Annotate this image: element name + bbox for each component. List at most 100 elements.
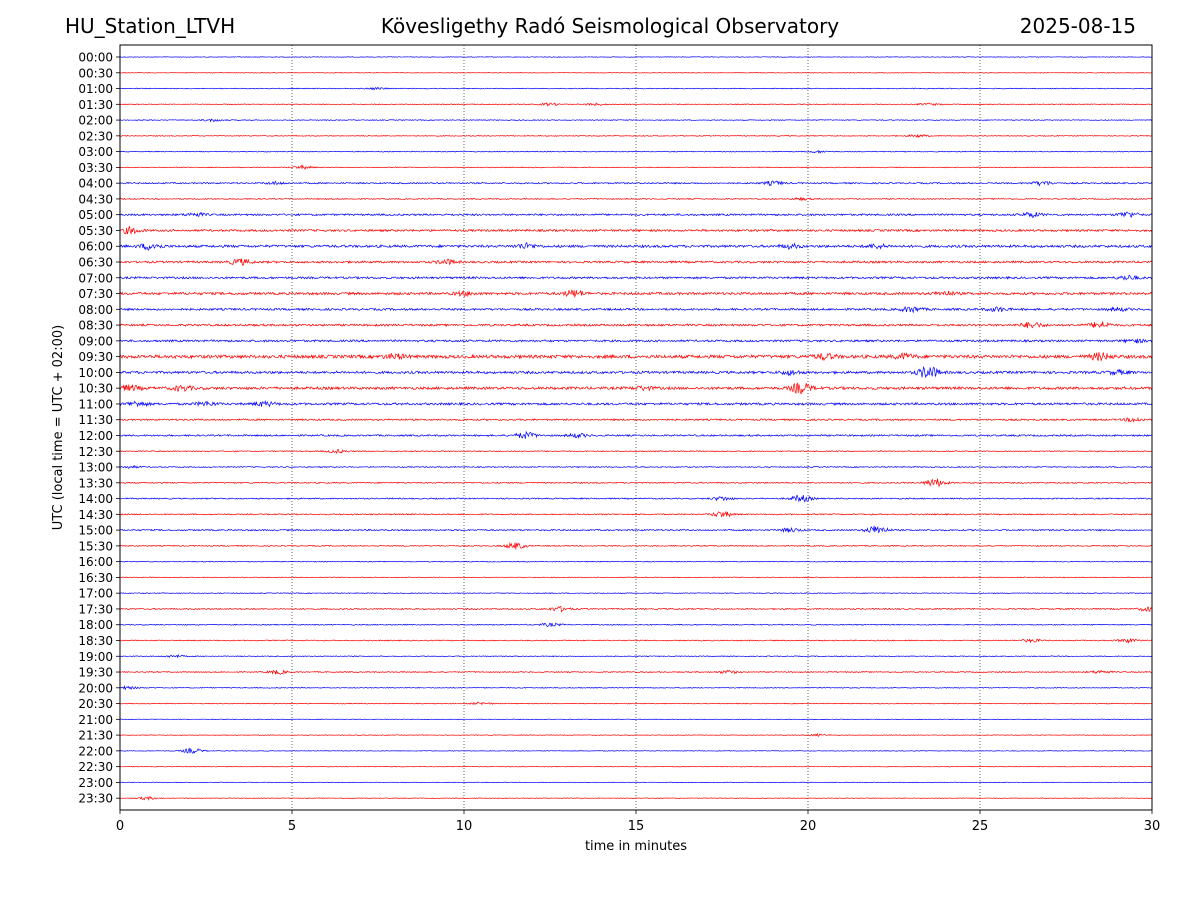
trace-line [119, 464, 1153, 469]
y-tick-label: 11:30 [78, 413, 113, 427]
y-tick-label: 01:30 [78, 98, 113, 112]
trace-line [119, 338, 1153, 344]
vertical-gridlines [291, 45, 981, 810]
observatory-title: Kövesligethy Radó Seismological Observat… [380, 14, 840, 38]
trace-line [119, 576, 1153, 579]
trace-line [119, 56, 1153, 58]
y-tick-label: 00:00 [78, 51, 113, 65]
y-tick-label: 00:30 [78, 66, 113, 80]
y-tick-label: 14:30 [78, 508, 113, 522]
y-tick-label: 11:00 [78, 397, 113, 411]
y-tick-label: 22:00 [78, 744, 113, 758]
y-tick-label: 18:00 [78, 618, 113, 632]
trace-line [119, 211, 1153, 218]
trace-line [119, 765, 1153, 768]
trace-line [119, 258, 1153, 267]
trace-line [119, 366, 1153, 378]
trace-line [119, 684, 1153, 691]
trace-line [119, 478, 1153, 488]
y-tick-label: 13:00 [78, 461, 113, 475]
trace-line [119, 718, 1153, 721]
trace-line [119, 653, 1153, 659]
y-tick-label: 20:30 [78, 697, 113, 711]
trace-line [119, 133, 1153, 139]
x-tick-label: 0 [116, 819, 124, 834]
x-tick-label: 15 [628, 819, 645, 834]
x-tick-label: 30 [1144, 819, 1161, 834]
trace-line [119, 669, 1153, 676]
y-tick-label: 23:00 [78, 776, 113, 790]
trace-line [119, 638, 1153, 644]
y-axis-label: UTC (local time = UTC + 02:00) [51, 325, 66, 530]
y-tick-label: 13:30 [78, 476, 113, 490]
trace-line [119, 399, 1153, 408]
y-tick-label: 10:30 [78, 382, 113, 396]
trace-line [119, 747, 1153, 754]
y-tick-label: 15:30 [78, 539, 113, 553]
trace-line [119, 352, 1153, 362]
y-tick-label: 07:00 [78, 271, 113, 285]
trace-line [119, 605, 1153, 613]
x-axis-ticks: 0 5 10 15 20 25 30 [116, 810, 1160, 834]
x-tick-label: 10 [456, 819, 473, 834]
y-tick-label: 04:00 [78, 177, 113, 191]
y-tick-label: 02:30 [78, 129, 113, 143]
station-title: HU_Station_LTVH [65, 14, 236, 38]
trace-line [119, 732, 1153, 737]
y-tick-label: 19:30 [78, 666, 113, 680]
y-tick-label: 16:30 [78, 571, 113, 585]
trace-line [119, 495, 1153, 503]
trace-line [119, 242, 1153, 251]
trace-line [119, 289, 1153, 299]
x-tick-label: 5 [288, 819, 296, 834]
seismic-traces [119, 56, 1153, 801]
x-tick-label: 20 [800, 819, 817, 834]
y-tick-label: 07:30 [78, 287, 113, 301]
y-tick-label: 23:30 [78, 792, 113, 806]
y-tick-label: 21:00 [78, 713, 113, 727]
trace-line [119, 118, 1153, 123]
y-tick-label: 03:00 [78, 145, 113, 159]
y-tick-label: 09:30 [78, 350, 113, 364]
y-tick-label: 08:30 [78, 319, 113, 333]
y-tick-label: 22:30 [78, 760, 113, 774]
trace-line [119, 592, 1153, 595]
trace-line [119, 525, 1153, 534]
y-tick-label: 14:00 [78, 492, 113, 506]
y-tick-label: 05:00 [78, 208, 113, 222]
trace-line [119, 305, 1153, 314]
trace-line [119, 196, 1153, 202]
y-tick-label: 09:00 [78, 334, 113, 348]
trace-line [119, 701, 1153, 706]
trace-line [119, 382, 1153, 395]
y-tick-label: 12:30 [78, 445, 113, 459]
trace-line [119, 102, 1153, 107]
trace-line [119, 321, 1153, 329]
trace-line [119, 796, 1153, 801]
trace-line [119, 274, 1153, 281]
y-tick-label: 05:30 [78, 224, 113, 238]
y-tick-label: 06:30 [78, 256, 113, 270]
y-tick-label: 12:00 [78, 429, 113, 443]
x-tick-label: 25 [972, 819, 989, 834]
trace-line [119, 416, 1153, 423]
trace-line [119, 781, 1153, 784]
trace-line [119, 225, 1153, 235]
y-tick-label: 18:30 [78, 634, 113, 648]
y-tick-label: 17:30 [78, 602, 113, 616]
x-axis-label: time in minutes [585, 839, 687, 854]
trace-line [119, 72, 1153, 74]
trace-line [119, 180, 1153, 187]
y-tick-label: 04:30 [78, 192, 113, 206]
y-tick-label: 03:30 [78, 161, 113, 175]
trace-line [119, 511, 1153, 518]
trace-line [119, 448, 1153, 454]
y-tick-label: 21:30 [78, 729, 113, 743]
trace-line [119, 560, 1153, 563]
y-tick-label: 10:00 [78, 366, 113, 380]
y-tick-label: 08:00 [78, 303, 113, 317]
y-tick-label: 20:00 [78, 681, 113, 695]
trace-line [119, 164, 1153, 171]
y-tick-label: 01:00 [78, 82, 113, 96]
